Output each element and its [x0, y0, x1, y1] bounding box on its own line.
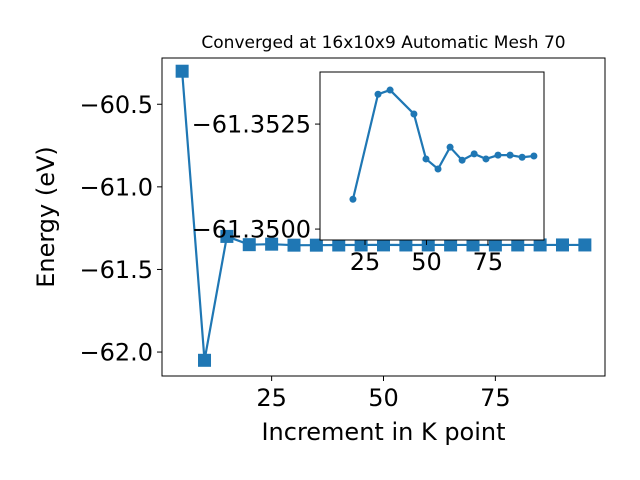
x-tick-label: 75 [473, 248, 504, 276]
marker [518, 153, 526, 161]
marker [332, 238, 346, 252]
marker [482, 155, 490, 163]
x-axis-label: Increment in K point [261, 418, 505, 446]
marker [511, 238, 525, 252]
marker [410, 110, 418, 118]
y-tick-label: −60.5 [79, 91, 153, 119]
marker [242, 238, 256, 252]
y-tick-label: −61.3525 [192, 111, 311, 139]
x-tick-label: 75 [480, 384, 511, 412]
marker [446, 143, 454, 151]
marker [220, 229, 234, 243]
y-axis-label: Energy (eV) [32, 146, 60, 288]
marker [488, 238, 502, 252]
marker [287, 238, 301, 252]
marker [354, 238, 368, 252]
axes-frame [161, 57, 606, 377]
marker [175, 64, 189, 78]
marker [265, 237, 279, 251]
axes-frame [319, 71, 545, 241]
marker [349, 195, 357, 203]
chart-title: Converged at 16x10x9 Automatic Mesh 70 [201, 33, 565, 53]
marker [309, 238, 323, 252]
marker [374, 90, 382, 98]
marker [494, 151, 502, 159]
marker [506, 151, 514, 159]
marker [444, 238, 458, 252]
y-tick-label: −61.5 [79, 256, 153, 284]
marker [470, 150, 478, 158]
marker [198, 353, 212, 367]
marker [530, 152, 538, 160]
marker [399, 238, 413, 252]
marker [377, 238, 390, 252]
y-tick-label: −62.0 [79, 339, 153, 367]
marker [578, 238, 592, 252]
y-tick-label: −61.0 [79, 173, 153, 201]
y-tick-label: −61.3500 [192, 216, 311, 244]
marker [421, 238, 435, 252]
x-tick-label: 25 [350, 248, 381, 276]
x-tick-label: 50 [411, 248, 442, 276]
marker [466, 238, 480, 252]
marker [422, 155, 430, 163]
x-tick-label: 25 [256, 384, 287, 412]
marker [386, 86, 394, 94]
marker [458, 156, 466, 164]
marker [555, 238, 569, 252]
marker [434, 165, 442, 173]
x-tick-label: 50 [368, 384, 399, 412]
marker [533, 238, 547, 252]
